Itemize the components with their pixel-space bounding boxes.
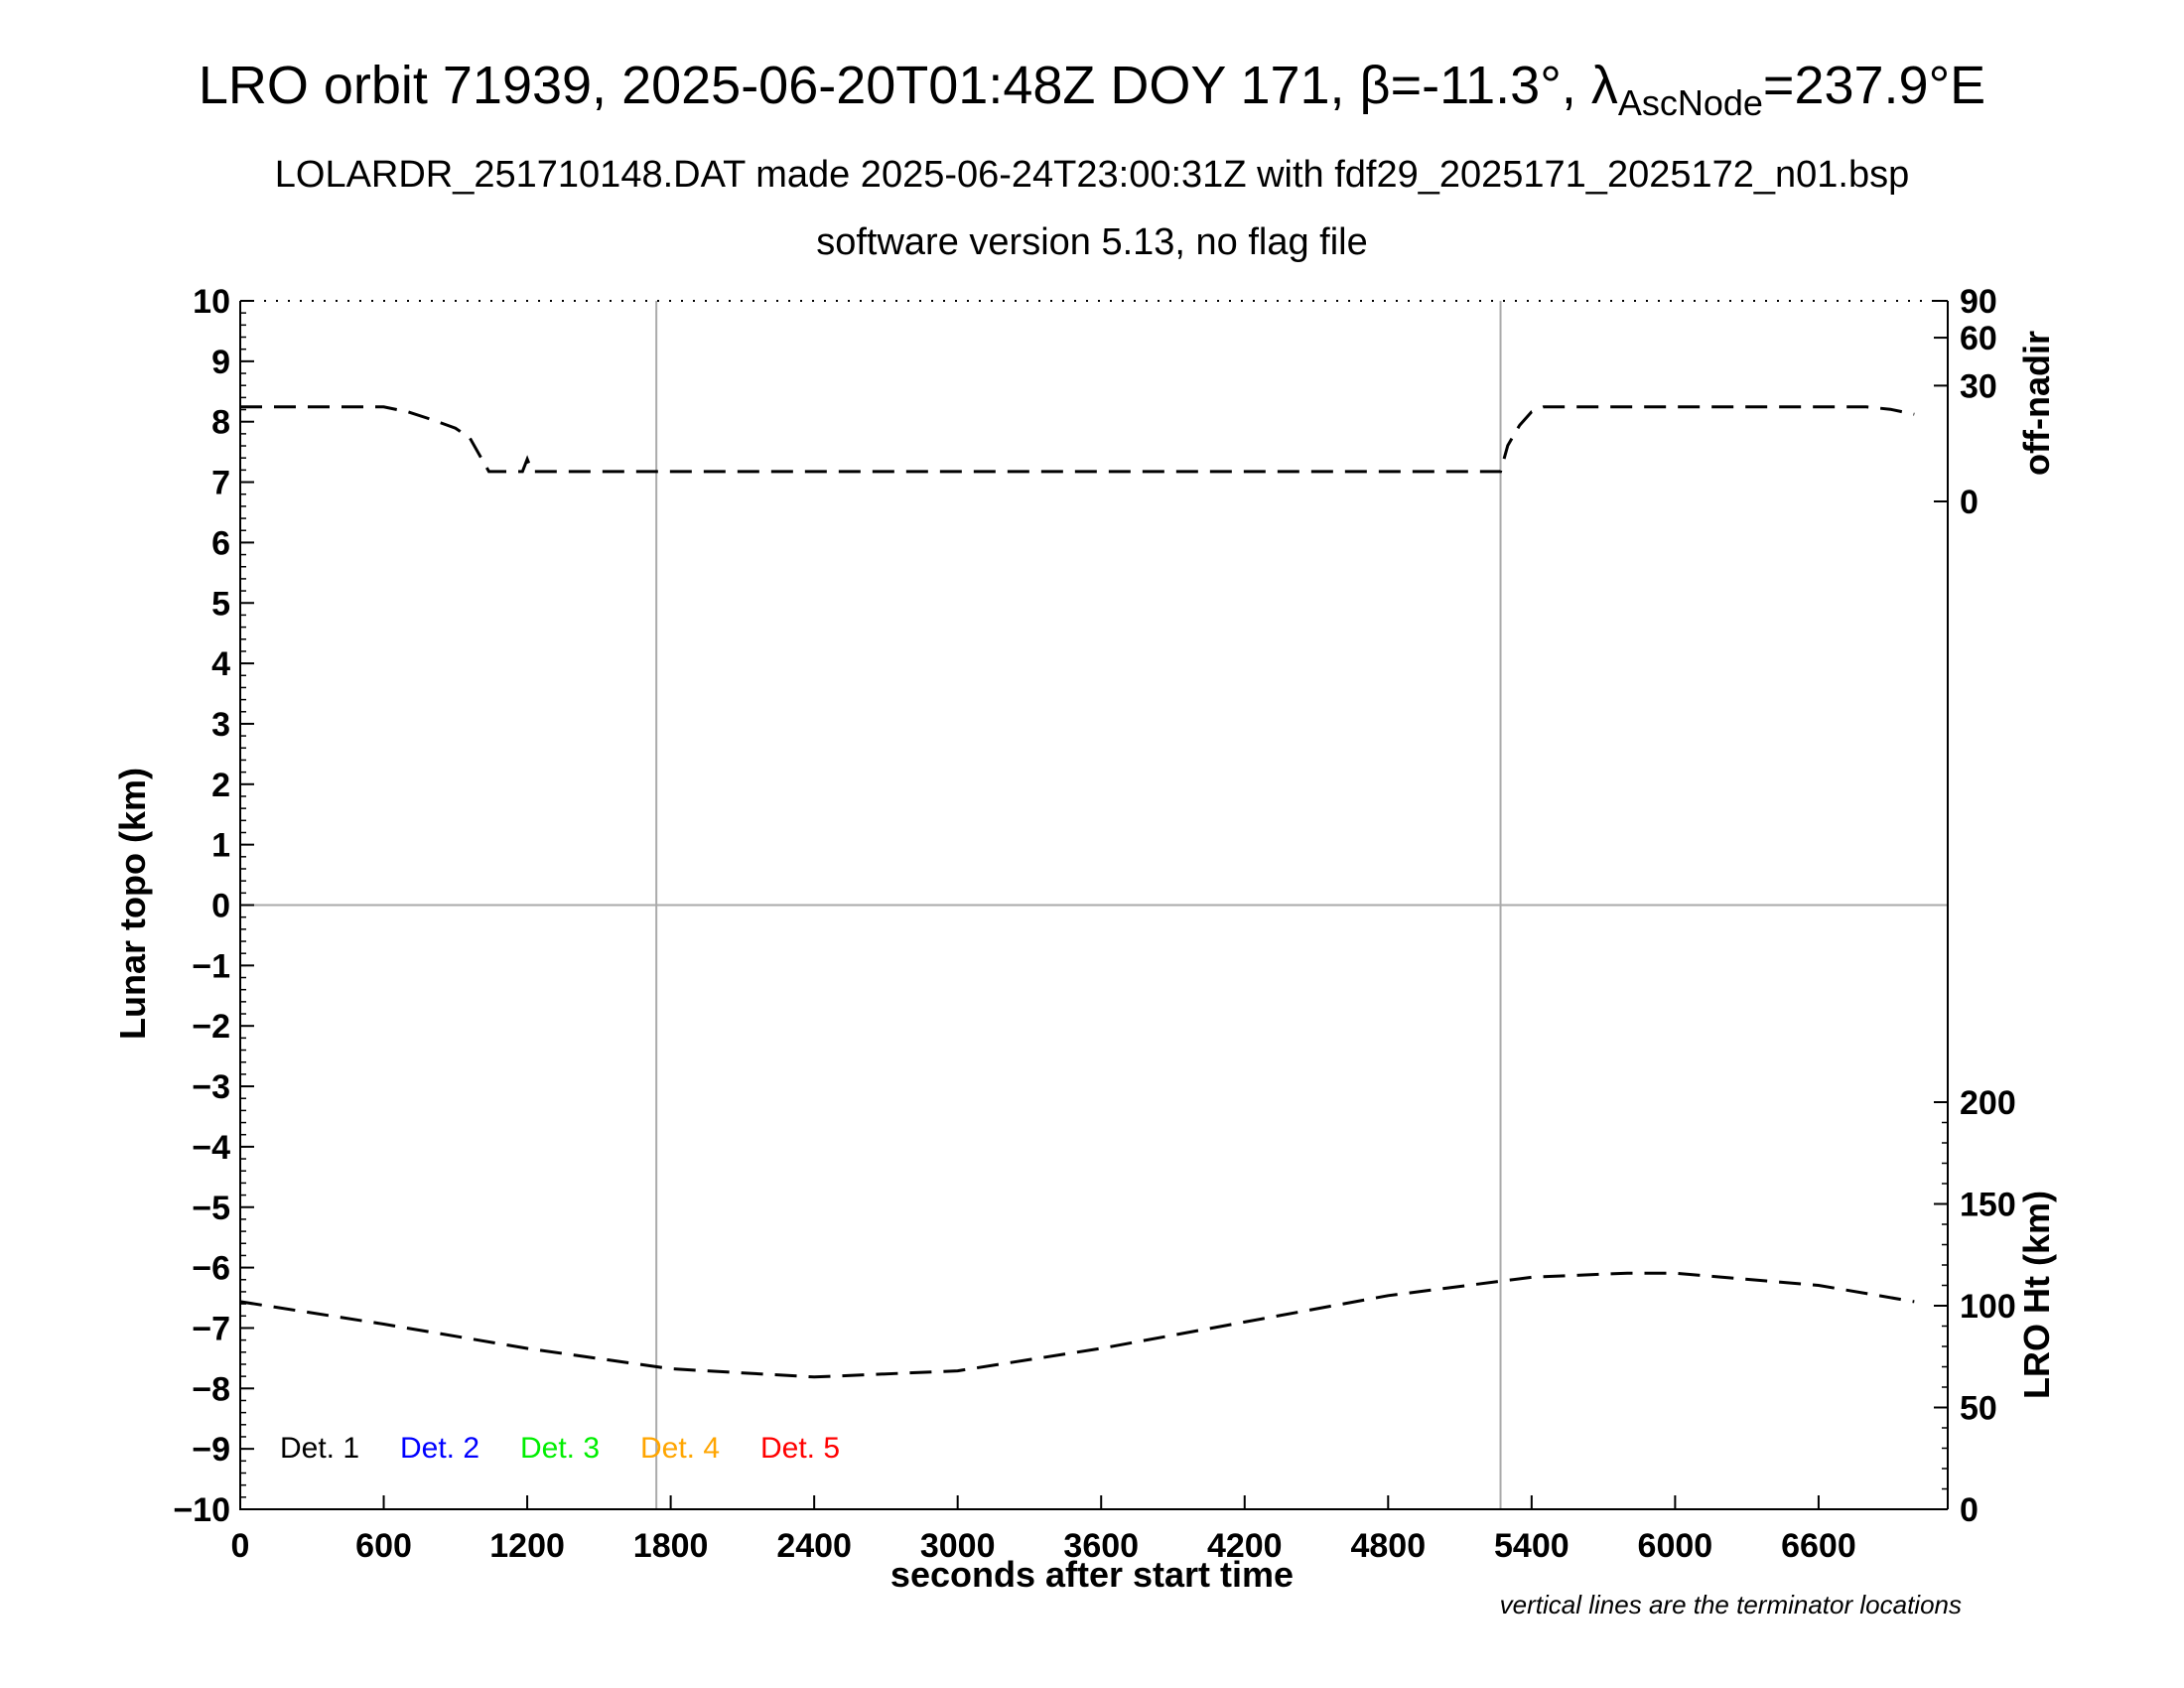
chart-subtitle-2: software version 5.13, no flag file xyxy=(816,221,1368,263)
y-tick-label: 0 xyxy=(211,888,230,925)
y-tick-label: −5 xyxy=(192,1190,230,1227)
y-tick-label: 9 xyxy=(211,344,230,381)
x-tick-label: 5400 xyxy=(1494,1527,1570,1565)
off-nadir-tick-label: 90 xyxy=(1960,283,1997,321)
x-tick-label: 1200 xyxy=(489,1527,565,1565)
terminator-note: vertical lines are the terminator locati… xyxy=(1500,1590,1962,1619)
y-tick-label: 5 xyxy=(211,585,230,623)
off-nadir-tick-label: 0 xyxy=(1960,484,1979,521)
x-tick-label: 3600 xyxy=(1063,1527,1139,1565)
y-axis-label-right-top: off-nadir xyxy=(2016,331,2057,476)
title-lambda-subscript: AscNode xyxy=(1618,82,1763,123)
y-tick-label: 3 xyxy=(211,706,230,744)
lro-height-series-line xyxy=(239,1271,1915,1379)
y-tick-label: −6 xyxy=(192,1250,230,1288)
height-tick-label: 150 xyxy=(1960,1187,2016,1224)
title-lambda-symbol: λ xyxy=(1591,56,1618,115)
y-tick-label: −9 xyxy=(192,1431,230,1469)
off-nadir-series-line xyxy=(240,405,1915,474)
y-tick-label: 1 xyxy=(211,827,230,865)
y-axis-label-left: Lunar topo (km) xyxy=(112,768,153,1040)
off-nadir-tick-label: 60 xyxy=(1960,320,1997,357)
x-tick-label: 4800 xyxy=(1350,1527,1426,1565)
y-tick-label: −7 xyxy=(192,1310,230,1347)
x-tick-label: 6600 xyxy=(1781,1527,1856,1565)
legend-entry: Det. 1 xyxy=(280,1432,359,1465)
height-tick-label: 200 xyxy=(1960,1084,2016,1122)
x-tick-label: 1800 xyxy=(633,1527,709,1565)
x-tick-label: 6000 xyxy=(1638,1527,1713,1565)
y-tick-label: 6 xyxy=(211,524,230,562)
y-tick-label: −1 xyxy=(192,947,230,985)
legend-entry: Det. 3 xyxy=(520,1432,600,1465)
title-beta-value: =-11.3°, xyxy=(1391,56,1591,115)
x-tick-label: 2400 xyxy=(776,1527,852,1565)
title-prefix: LRO orbit 71939, 2025-06-20T01:48Z DOY 1… xyxy=(199,56,1360,115)
off-nadir-tick-label: 30 xyxy=(1960,367,1997,405)
y-axis-label-right-bottom: LRO Ht (km) xyxy=(2016,1191,2057,1399)
y-tick-label: 8 xyxy=(211,404,230,442)
y-tick-label: 10 xyxy=(193,283,230,321)
title-beta-symbol: β xyxy=(1360,56,1391,115)
height-tick-label: 100 xyxy=(1960,1288,2016,1326)
legend-entry: Det. 2 xyxy=(400,1432,479,1465)
y-tick-label: −8 xyxy=(192,1370,230,1408)
height-tick-label: 50 xyxy=(1960,1390,1997,1428)
x-axis-label: seconds after start time xyxy=(890,1554,1294,1595)
y-tick-label: 7 xyxy=(211,465,230,502)
terminator-lines xyxy=(655,301,1502,1509)
title-lambda-value: =237.9°E xyxy=(1763,56,1985,115)
x-tick-label: 0 xyxy=(231,1527,250,1565)
y-tick-label: −4 xyxy=(192,1129,230,1167)
y-tick-label: 4 xyxy=(211,645,230,683)
x-tick-label: 4200 xyxy=(1207,1527,1283,1565)
chart-title: LRO orbit 71939, 2025-06-20T01:48Z DOY 1… xyxy=(199,56,1985,123)
series xyxy=(239,405,1915,1379)
legend-entry: Det. 5 xyxy=(760,1432,840,1465)
x-tick-label: 600 xyxy=(355,1527,412,1565)
y-tick-label: 2 xyxy=(211,767,230,804)
y-tick-label: −3 xyxy=(192,1068,230,1106)
x-tick-label: 3000 xyxy=(920,1527,996,1565)
chart-subtitle-1: LOLARDR_251710148.DAT made 2025-06-24T23… xyxy=(275,154,1910,196)
height-tick-label: 0 xyxy=(1960,1491,1979,1529)
y-tick-label: −10 xyxy=(173,1491,230,1529)
legend: Det. 1 Det. 2 Det. 3 Det. 4 Det. 5 xyxy=(280,1432,840,1465)
legend-entry: Det. 4 xyxy=(640,1432,720,1465)
y-tick-label: −2 xyxy=(192,1008,230,1046)
